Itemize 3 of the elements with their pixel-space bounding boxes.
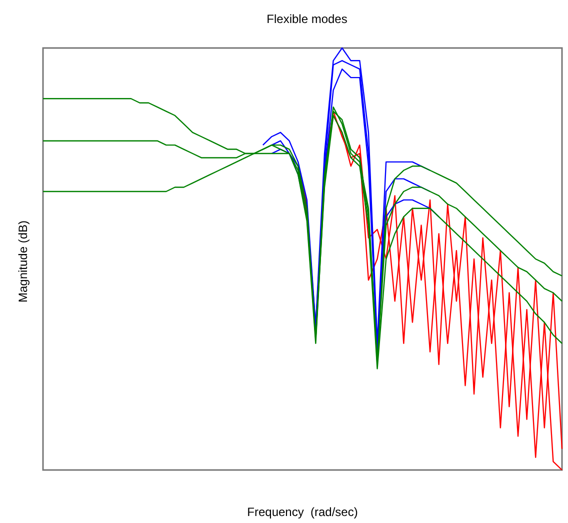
y-axis-title: Magnitude (dB): [16, 220, 30, 303]
chart-title: Flexible modes: [266, 12, 348, 26]
x-axis-title: Frequency (rad/sec): [247, 505, 358, 519]
